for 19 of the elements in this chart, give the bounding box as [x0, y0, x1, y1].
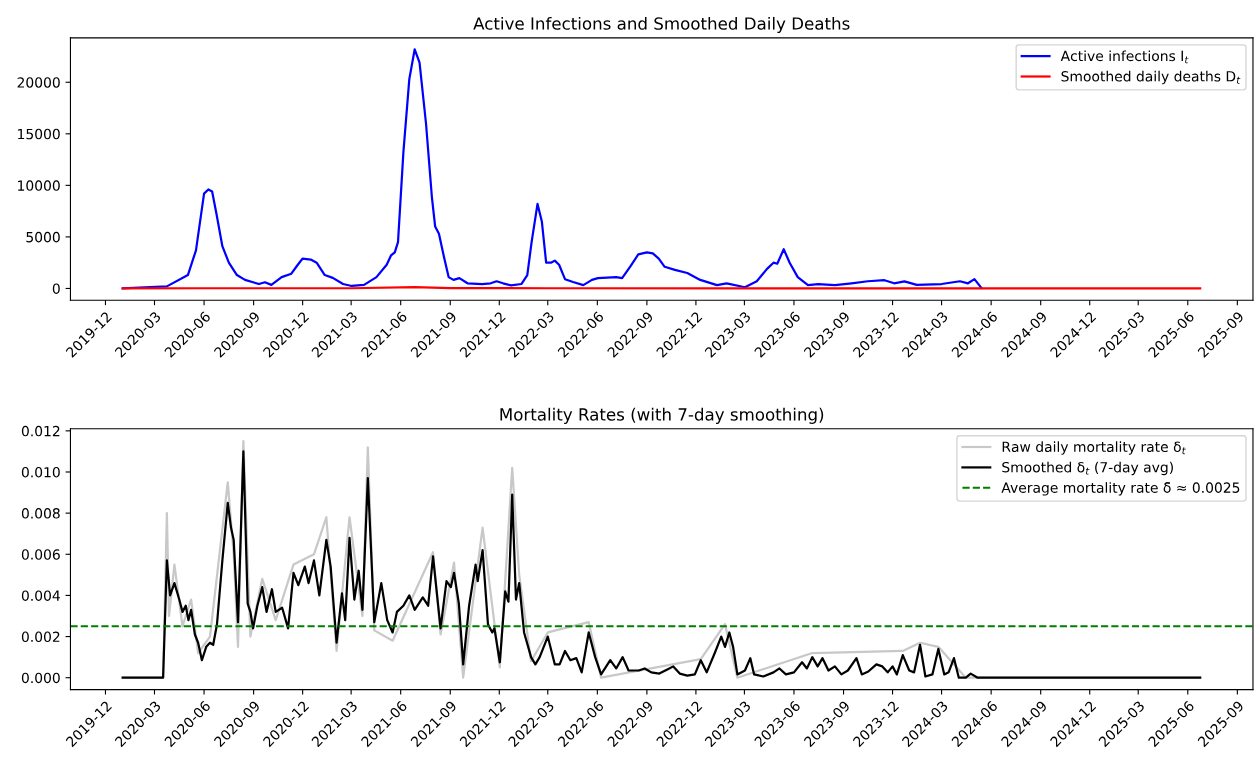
chart-title: Mortality Rates (with 7-day smoothing) [500, 407, 824, 424]
y-tick-label: 0.004 [21, 590, 60, 601]
legend-label: Raw daily mortality rate δ$_{t}$ [1002, 441, 1186, 455]
y-tick-label: 15000 [18, 128, 60, 140]
y-tick-label: 0.010 [21, 466, 60, 478]
legend-label: Active infections I$_{t}$ [1060, 50, 1189, 64]
legend-label: Smoothed daily deaths D$_{t}$ [1061, 70, 1241, 85]
chart-title: Active Infections and Smoothed Daily Deaths [473, 16, 850, 34]
y-tick-label: 0.008 [21, 508, 60, 519]
y-tick-label: 0.000 [21, 672, 60, 684]
y-tick-label: 0.002 [21, 631, 60, 643]
y-tick-label: 0.012 [21, 425, 60, 437]
y-tick-label: 20000 [17, 77, 60, 88]
y-tick-label: 0.006 [21, 549, 60, 560]
legend-label: Smoothed δ$_{t}$ (7-day avg) [1002, 461, 1173, 476]
y-tick-label: 5000 [26, 231, 60, 243]
legend-label: Average mortality rate δ̄ ≈ 0.0025 [1001, 482, 1240, 496]
y-tick-label: 0 [52, 283, 60, 294]
y-tick-label: 10000 [18, 180, 60, 191]
